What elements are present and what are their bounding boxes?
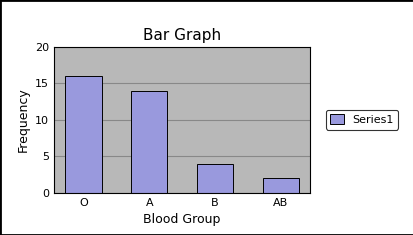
Legend: Series1: Series1 — [325, 110, 398, 130]
Y-axis label: Frequency: Frequency — [16, 87, 29, 152]
Bar — [262, 178, 298, 193]
X-axis label: Blood Group: Blood Group — [143, 213, 220, 226]
Bar — [65, 76, 102, 193]
Title: Bar Graph: Bar Graph — [143, 28, 221, 43]
Bar — [197, 164, 233, 193]
Bar — [131, 91, 167, 193]
